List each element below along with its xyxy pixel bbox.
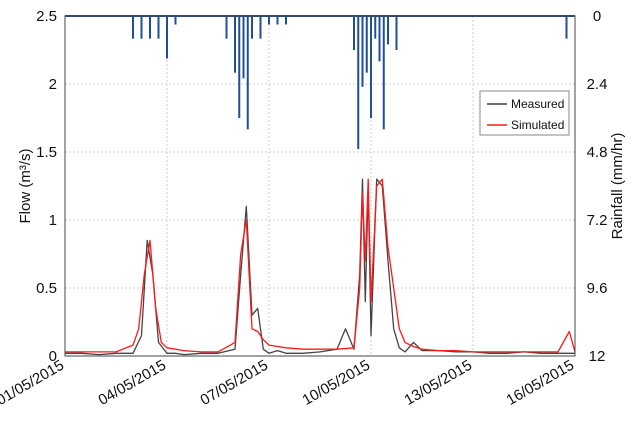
y2-tick-label: 7.2 (587, 212, 608, 229)
y-tick-label: 1.5 (36, 144, 57, 161)
legend-measured-label: Measured (511, 97, 564, 111)
left-axis-ticks: 0 0.5 1 1.5 2 2.5 (36, 8, 57, 365)
y-tick-label: 0.5 (36, 280, 57, 297)
y-tick-label: 2 (49, 76, 57, 93)
y2-tick-label: 2.4 (587, 76, 608, 93)
right-axis-ticks: 12 9.6 7.2 4.8 2.4 0 (587, 8, 608, 365)
y-axis-title: Flow (m³/s) (17, 149, 34, 224)
y2-tick-label: 4.8 (587, 144, 608, 161)
simulated-flow-line (65, 178, 576, 353)
legend-simulated-label: Simulated (511, 118, 564, 132)
plot-area-frame (64, 15, 576, 357)
y2-axis-title: Rainfall (mm/hr) (609, 133, 626, 240)
y2-tick-label: 12 (589, 348, 606, 365)
legend: Measured Simulated (479, 90, 570, 136)
y-tick-label: 2.5 (36, 8, 57, 25)
flow-series (65, 178, 576, 356)
y2-tick-label: 0 (593, 8, 601, 25)
legend-box (479, 90, 570, 136)
y-tick-label: 1 (49, 212, 57, 229)
y2-tick-label: 9.6 (587, 280, 608, 297)
y-tick-label: 0 (49, 348, 57, 365)
